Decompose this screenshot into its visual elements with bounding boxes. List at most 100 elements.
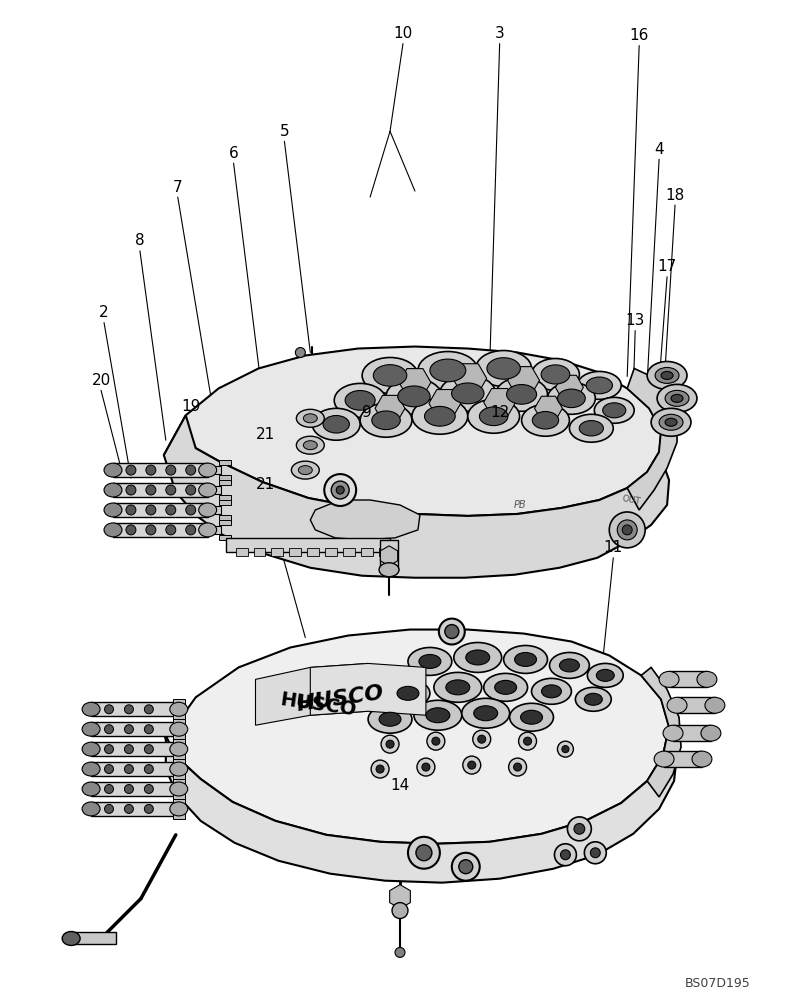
Text: 19: 19 xyxy=(181,399,201,414)
Ellipse shape xyxy=(575,687,611,711)
Bar xyxy=(173,711,185,719)
Text: 10: 10 xyxy=(394,26,413,41)
Bar xyxy=(201,486,221,494)
Ellipse shape xyxy=(665,418,677,426)
Ellipse shape xyxy=(578,371,622,399)
Ellipse shape xyxy=(82,702,100,716)
Ellipse shape xyxy=(312,408,360,440)
Ellipse shape xyxy=(531,678,571,704)
Bar xyxy=(343,548,355,556)
Ellipse shape xyxy=(596,669,614,681)
Ellipse shape xyxy=(360,403,412,437)
Ellipse shape xyxy=(521,710,542,724)
Circle shape xyxy=(610,512,645,548)
Bar xyxy=(271,548,283,556)
Ellipse shape xyxy=(430,359,466,382)
Circle shape xyxy=(395,947,405,957)
Ellipse shape xyxy=(170,762,188,776)
Ellipse shape xyxy=(496,377,547,411)
Text: 16: 16 xyxy=(630,28,649,43)
Circle shape xyxy=(468,761,476,769)
Circle shape xyxy=(105,785,114,793)
Bar xyxy=(673,725,711,741)
Ellipse shape xyxy=(296,436,324,454)
Text: 7: 7 xyxy=(173,180,182,195)
Circle shape xyxy=(473,730,490,748)
Circle shape xyxy=(125,785,134,793)
Circle shape xyxy=(584,842,606,864)
Text: 14: 14 xyxy=(390,778,410,793)
Ellipse shape xyxy=(82,802,100,816)
Circle shape xyxy=(144,765,154,774)
Ellipse shape xyxy=(504,645,547,673)
Circle shape xyxy=(126,505,136,515)
Ellipse shape xyxy=(198,523,217,537)
Ellipse shape xyxy=(651,408,691,436)
Ellipse shape xyxy=(303,414,318,423)
Ellipse shape xyxy=(579,421,603,436)
Ellipse shape xyxy=(466,650,490,665)
Circle shape xyxy=(295,348,306,357)
Bar xyxy=(113,523,208,537)
Ellipse shape xyxy=(451,383,484,404)
Polygon shape xyxy=(164,415,669,578)
Bar xyxy=(307,548,319,556)
Circle shape xyxy=(144,785,154,793)
Bar xyxy=(380,540,398,570)
Circle shape xyxy=(417,758,435,776)
Circle shape xyxy=(574,823,585,834)
Ellipse shape xyxy=(412,398,468,434)
Circle shape xyxy=(622,525,632,535)
Bar xyxy=(173,759,185,767)
Text: BS07D195: BS07D195 xyxy=(685,977,750,990)
Bar xyxy=(218,515,230,520)
Bar xyxy=(218,500,230,505)
Text: ƆƆSH∩: ƆƆSH∩ xyxy=(298,683,386,715)
Ellipse shape xyxy=(532,412,558,429)
Circle shape xyxy=(416,845,432,861)
Circle shape xyxy=(146,465,156,475)
Ellipse shape xyxy=(170,722,188,736)
Bar xyxy=(664,751,702,767)
Ellipse shape xyxy=(671,394,683,402)
Ellipse shape xyxy=(198,483,217,497)
Bar xyxy=(173,771,185,779)
Circle shape xyxy=(331,481,349,499)
Ellipse shape xyxy=(170,742,188,756)
Ellipse shape xyxy=(657,384,697,412)
Circle shape xyxy=(144,745,154,754)
Text: 18: 18 xyxy=(666,188,685,203)
Ellipse shape xyxy=(454,643,502,672)
Bar xyxy=(91,702,178,716)
Ellipse shape xyxy=(62,931,80,945)
Circle shape xyxy=(105,765,114,774)
Ellipse shape xyxy=(541,365,570,384)
Text: 20: 20 xyxy=(91,373,110,388)
Circle shape xyxy=(125,804,134,813)
Ellipse shape xyxy=(661,371,673,379)
Ellipse shape xyxy=(446,680,470,695)
Ellipse shape xyxy=(408,647,452,675)
Circle shape xyxy=(144,725,154,734)
Ellipse shape xyxy=(198,503,217,517)
Ellipse shape xyxy=(398,386,430,407)
Ellipse shape xyxy=(440,375,496,411)
Circle shape xyxy=(462,756,481,774)
Bar xyxy=(91,802,178,816)
Ellipse shape xyxy=(82,762,100,776)
Ellipse shape xyxy=(104,523,122,537)
Ellipse shape xyxy=(510,703,554,731)
Circle shape xyxy=(166,505,176,515)
Text: 17: 17 xyxy=(658,259,677,274)
Circle shape xyxy=(186,505,196,515)
Ellipse shape xyxy=(701,725,721,741)
Bar xyxy=(235,548,247,556)
Circle shape xyxy=(166,485,176,495)
Ellipse shape xyxy=(434,672,482,702)
Circle shape xyxy=(146,505,156,515)
Bar xyxy=(113,463,208,477)
Text: OUT: OUT xyxy=(621,494,642,506)
Ellipse shape xyxy=(522,404,570,436)
Ellipse shape xyxy=(345,391,375,410)
Circle shape xyxy=(452,853,480,881)
